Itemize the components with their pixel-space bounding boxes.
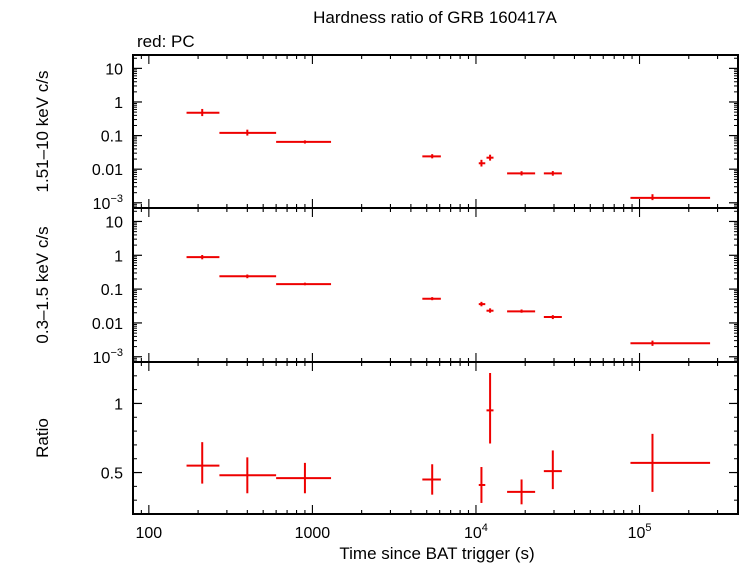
series-panel-1 — [186, 108, 711, 201]
data-point — [219, 457, 277, 494]
x-axis-label: Time since BAT trigger (s) — [339, 544, 534, 563]
y-tick-label-2-5: 10−3 — [93, 347, 123, 367]
data-point — [186, 108, 220, 117]
y-axis-label-3: Ratio — [33, 418, 52, 458]
y-tick-label-2-4: 0.01 — [92, 316, 123, 333]
x-tick-label-3: 104 — [464, 522, 488, 542]
data-point — [486, 373, 494, 444]
y-tick-label-1-2: 1 — [114, 95, 123, 112]
y-axis-label-2: 0.3–1.5 keV c/s — [33, 226, 52, 343]
data-point — [422, 154, 441, 159]
y-tick-label-2-2: 1 — [114, 248, 123, 265]
x-tick-label-4: 105 — [628, 522, 652, 542]
data-point — [630, 340, 711, 346]
data-point — [276, 282, 332, 286]
data-point — [219, 129, 277, 136]
data-point — [630, 433, 711, 492]
data-point — [543, 315, 562, 320]
data-point — [219, 274, 277, 279]
data-point — [276, 462, 332, 494]
y-tick-label-1-5: 10−3 — [93, 193, 123, 213]
chart-subtitle: red: PC — [137, 32, 195, 51]
data-point — [478, 159, 486, 167]
x-tick-label-2: 1000 — [295, 525, 331, 542]
data-point — [507, 171, 536, 176]
data-point — [186, 254, 220, 260]
data-point — [478, 467, 486, 503]
y-tick-label-1-3: 0.1 — [101, 129, 123, 146]
data-point — [543, 450, 562, 490]
y-tick-label-1-1: 10 — [105, 61, 123, 78]
data-point — [543, 171, 562, 176]
x-tick-label-1: 100 — [135, 525, 162, 542]
data-point — [486, 154, 494, 161]
data-point — [486, 308, 494, 313]
panel-frame-3 — [132, 361, 739, 515]
series-panel-3 — [186, 373, 711, 505]
data-point — [422, 464, 441, 495]
y-tick-label-2-3: 0.1 — [101, 282, 123, 299]
data-point — [507, 479, 536, 505]
data-point — [186, 442, 220, 484]
y-tick-label-2-1: 10 — [105, 214, 123, 231]
data-point — [478, 301, 486, 307]
series-panel-2 — [186, 254, 711, 346]
y-axis-label-1: 1.51–10 keV c/s — [33, 71, 52, 193]
y-tick-label-1-4: 0.01 — [92, 162, 123, 179]
data-point — [507, 309, 536, 313]
data-point — [422, 297, 441, 301]
data-point — [630, 194, 711, 201]
data-point — [276, 140, 332, 144]
panel-frame-1 — [132, 54, 739, 209]
panel-frame-2 — [132, 207, 739, 363]
y-tick-label-3-1: 1 — [114, 396, 123, 413]
chart-title: Hardness ratio of GRB 160417A — [313, 8, 557, 27]
y-tick-label-3-2: 0.5 — [101, 466, 123, 483]
